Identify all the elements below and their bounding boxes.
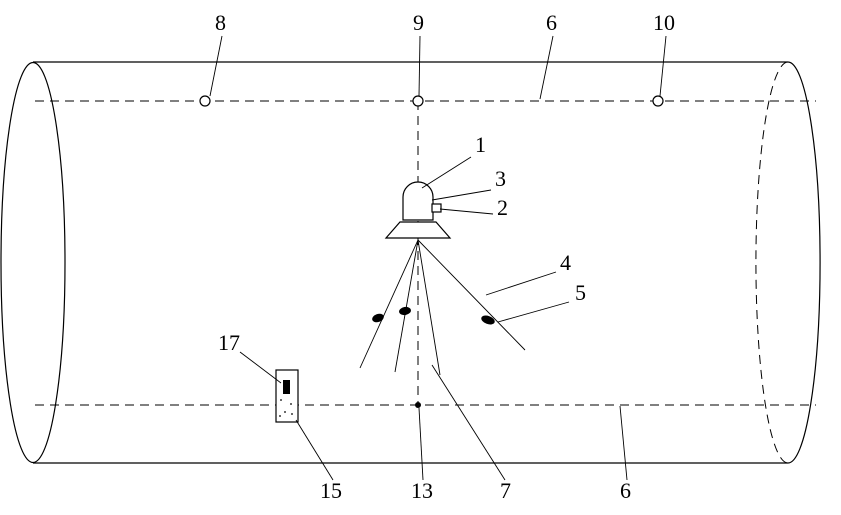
callout-label: 17 — [218, 330, 240, 355]
spray-ray — [395, 240, 418, 372]
callout-label: 6 — [546, 10, 557, 35]
anchor-point-13 — [415, 402, 421, 408]
leader-line — [419, 408, 423, 480]
spray-ray — [418, 240, 440, 375]
cylinder-right-cap-far — [756, 62, 788, 463]
callout-label: 9 — [413, 10, 424, 35]
leader-line — [440, 209, 493, 214]
callout-label: 15 — [320, 478, 342, 503]
device-base — [386, 222, 450, 238]
callout-label: 3 — [495, 166, 506, 191]
leader-line — [620, 406, 627, 480]
component-17 — [276, 370, 298, 422]
leader-line — [422, 157, 471, 188]
callout-label: 6 — [620, 478, 631, 503]
callout-label: 1 — [475, 132, 486, 157]
spray-drop — [371, 312, 385, 324]
spray-ray — [360, 240, 418, 368]
leader-line — [296, 420, 333, 480]
spray-drop — [398, 306, 411, 316]
component-17-inner — [283, 380, 290, 394]
callout-label: 5 — [575, 280, 586, 305]
callout-label: 13 — [411, 478, 433, 503]
callout-label: 8 — [215, 10, 226, 35]
spray-drop — [480, 314, 496, 326]
spray-ray — [418, 240, 525, 350]
anchor-point — [653, 96, 663, 106]
callout-label: 2 — [497, 195, 508, 220]
device-knob — [432, 204, 441, 212]
anchor-point — [200, 96, 210, 106]
device-body — [403, 182, 433, 220]
stipple-dot — [280, 399, 282, 401]
leader-line — [419, 36, 420, 96]
leader-line — [210, 36, 222, 96]
leader-line — [432, 190, 491, 200]
cylinder-right-cap-near — [788, 62, 820, 463]
stipple-dot — [290, 403, 292, 405]
callout-label: 7 — [500, 478, 511, 503]
leader-line — [240, 352, 281, 383]
leader-line — [498, 302, 569, 322]
cylinder-left-cap — [1, 63, 65, 463]
leader-line — [660, 36, 666, 96]
leader-line — [486, 272, 556, 295]
callout-label: 4 — [560, 250, 571, 275]
stipple-dot — [284, 411, 286, 413]
leader-line — [540, 36, 553, 99]
callout-label: 10 — [653, 10, 675, 35]
engineering-diagram: 8 9 6 10 13 2 45 17 15 13 7 6 — [0, 0, 841, 515]
anchor-point — [413, 96, 423, 106]
stipple-dot — [291, 413, 293, 415]
stipple-dot — [279, 415, 281, 417]
